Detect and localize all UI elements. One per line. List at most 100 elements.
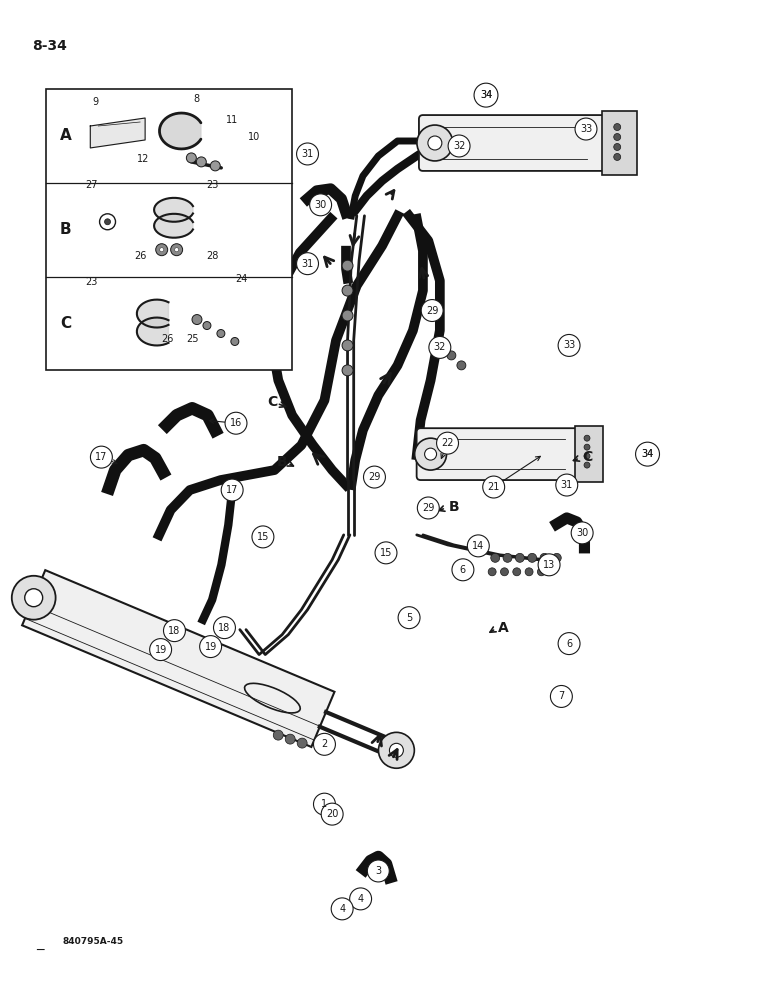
- Circle shape: [482, 476, 505, 498]
- Circle shape: [614, 124, 621, 131]
- Text: 26: 26: [134, 251, 147, 261]
- Text: 23: 23: [86, 277, 98, 287]
- Text: 23: 23: [206, 180, 218, 190]
- Circle shape: [350, 888, 371, 910]
- Circle shape: [196, 157, 206, 167]
- Circle shape: [25, 589, 42, 607]
- Text: B: B: [449, 500, 459, 514]
- Text: 15: 15: [257, 532, 269, 542]
- Text: 15: 15: [380, 548, 392, 558]
- Circle shape: [614, 134, 621, 141]
- Polygon shape: [22, 570, 334, 747]
- Circle shape: [160, 248, 164, 252]
- Text: 21: 21: [487, 482, 500, 492]
- Circle shape: [425, 448, 436, 460]
- Circle shape: [635, 442, 659, 466]
- Text: 25: 25: [186, 334, 199, 344]
- Circle shape: [364, 466, 385, 488]
- Bar: [46, 89, 292, 370]
- Circle shape: [528, 553, 537, 562]
- Text: 14: 14: [472, 541, 485, 551]
- Circle shape: [488, 568, 496, 576]
- Circle shape: [186, 153, 196, 163]
- Text: B: B: [277, 455, 287, 469]
- Text: 32: 32: [453, 141, 466, 151]
- Text: 18: 18: [218, 623, 231, 633]
- Bar: [602, 111, 637, 175]
- Circle shape: [104, 219, 110, 225]
- Text: C: C: [582, 450, 592, 464]
- Text: 11: 11: [225, 115, 238, 125]
- Circle shape: [500, 568, 509, 576]
- Circle shape: [457, 361, 466, 370]
- Circle shape: [310, 194, 332, 216]
- Text: 6: 6: [460, 565, 466, 575]
- Circle shape: [321, 803, 343, 825]
- Circle shape: [584, 453, 590, 459]
- Circle shape: [342, 365, 353, 376]
- Circle shape: [422, 300, 443, 321]
- FancyBboxPatch shape: [417, 428, 584, 480]
- Circle shape: [584, 462, 590, 468]
- Circle shape: [415, 438, 446, 470]
- Text: A: A: [60, 128, 72, 143]
- Text: 31: 31: [301, 149, 313, 159]
- Circle shape: [313, 733, 335, 755]
- Text: 30: 30: [314, 200, 327, 210]
- Circle shape: [203, 322, 211, 330]
- Circle shape: [313, 793, 335, 815]
- Circle shape: [171, 244, 183, 256]
- Circle shape: [491, 553, 499, 562]
- Text: 9: 9: [93, 97, 99, 107]
- Circle shape: [418, 497, 439, 519]
- Text: 8: 8: [194, 94, 200, 104]
- Circle shape: [428, 136, 442, 150]
- Circle shape: [398, 607, 420, 629]
- Text: 840795A-45: 840795A-45: [63, 937, 124, 946]
- Circle shape: [475, 84, 497, 106]
- Polygon shape: [154, 214, 193, 238]
- Circle shape: [342, 260, 353, 271]
- Circle shape: [614, 153, 621, 160]
- Circle shape: [513, 568, 521, 576]
- Text: 18: 18: [168, 626, 181, 636]
- Text: 30: 30: [576, 528, 588, 538]
- Circle shape: [452, 559, 474, 581]
- Circle shape: [90, 446, 113, 468]
- Circle shape: [342, 285, 353, 296]
- Circle shape: [537, 568, 545, 576]
- Circle shape: [296, 253, 319, 275]
- Circle shape: [342, 310, 353, 321]
- Circle shape: [252, 526, 274, 548]
- Text: 7: 7: [558, 691, 564, 701]
- Text: 1: 1: [321, 799, 327, 809]
- Text: 19: 19: [205, 642, 217, 652]
- Text: 29: 29: [426, 306, 438, 316]
- Text: 33: 33: [563, 340, 575, 350]
- Text: 31: 31: [301, 259, 313, 269]
- Text: 19: 19: [154, 645, 167, 655]
- FancyBboxPatch shape: [419, 115, 611, 171]
- Text: 34: 34: [480, 90, 492, 100]
- Text: 8-34: 8-34: [32, 39, 67, 53]
- Circle shape: [174, 248, 178, 252]
- Circle shape: [474, 83, 498, 107]
- Circle shape: [12, 576, 56, 620]
- Text: 31: 31: [560, 480, 573, 490]
- Text: 20: 20: [326, 809, 338, 819]
- Text: 32: 32: [434, 342, 446, 352]
- Circle shape: [150, 639, 171, 661]
- Circle shape: [378, 732, 415, 768]
- Text: A: A: [498, 621, 509, 635]
- Text: 6: 6: [566, 639, 572, 649]
- Circle shape: [342, 340, 353, 351]
- Polygon shape: [160, 113, 201, 149]
- Circle shape: [571, 522, 593, 544]
- Circle shape: [637, 443, 659, 465]
- Circle shape: [375, 542, 397, 564]
- Circle shape: [225, 412, 247, 434]
- Polygon shape: [154, 198, 193, 222]
- Circle shape: [331, 898, 353, 920]
- Text: 28: 28: [206, 251, 218, 261]
- Circle shape: [558, 334, 580, 356]
